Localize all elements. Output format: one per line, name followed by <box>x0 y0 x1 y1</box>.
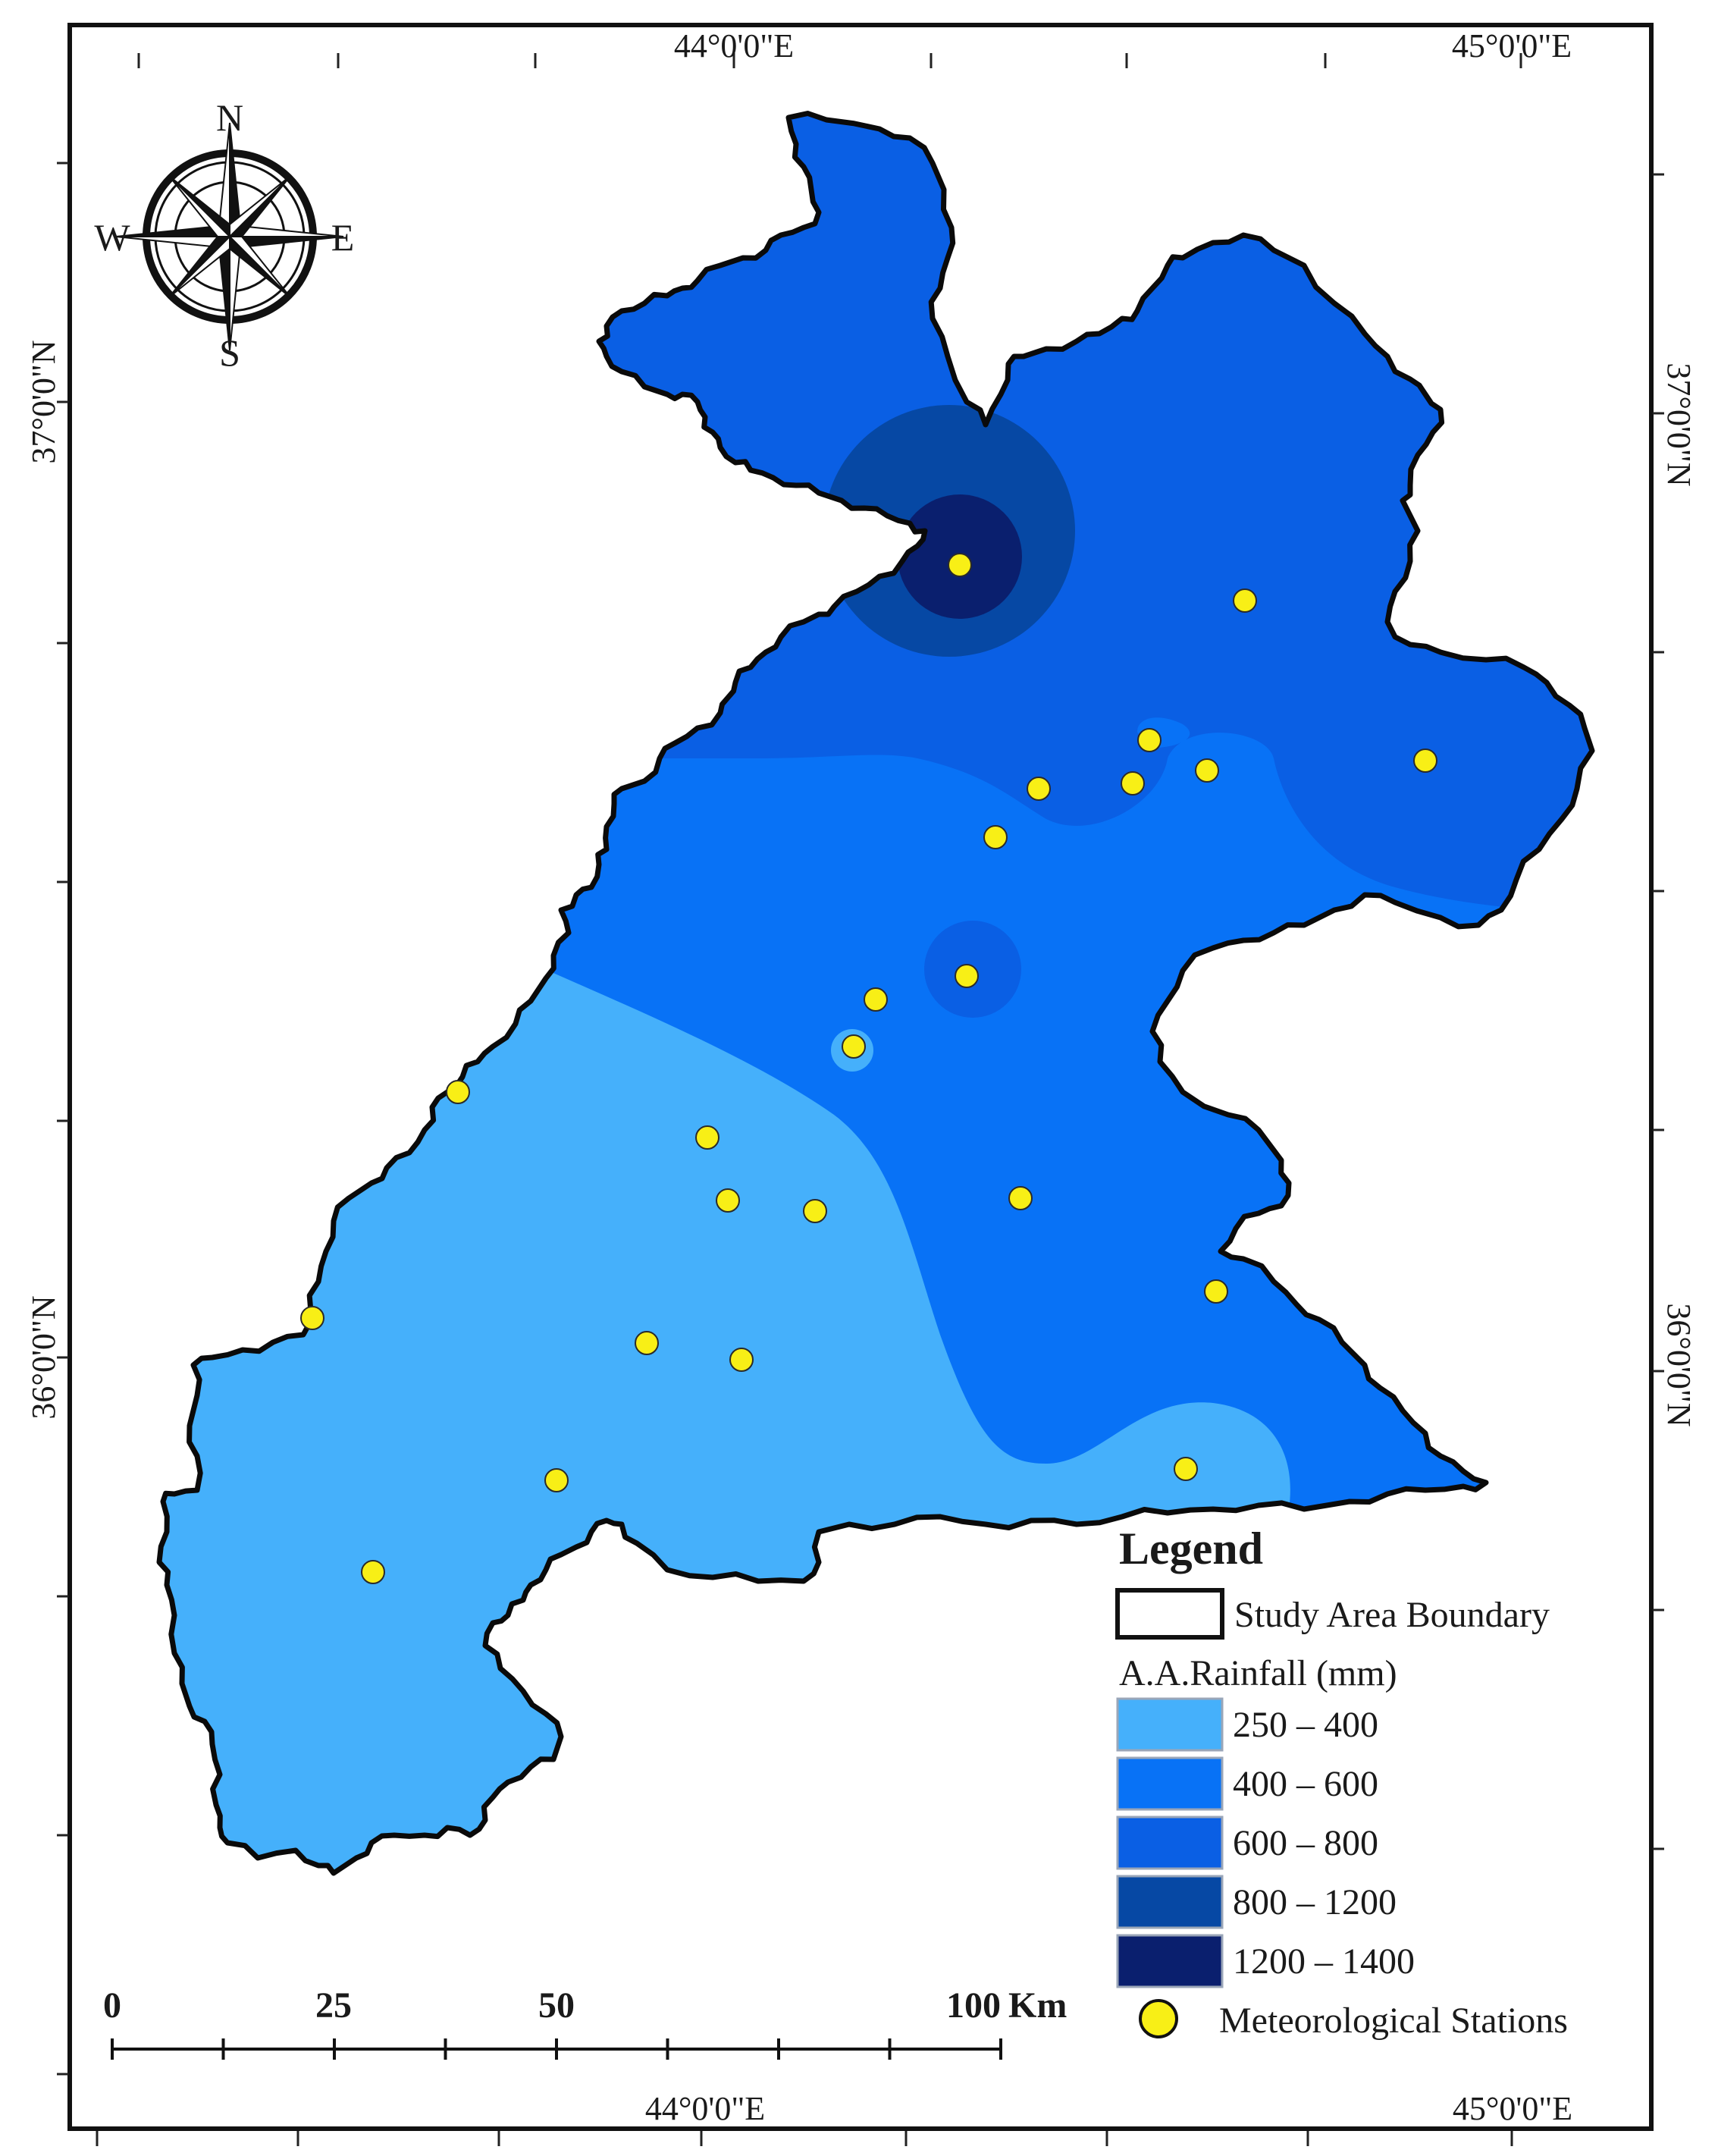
lon-label-top-right: 45°0'0"E <box>1452 27 1572 64</box>
compass-west-label: W <box>94 216 130 259</box>
legend-stations-label: Meteorological Stations <box>1219 2001 1568 2041</box>
station-point <box>729 1348 754 1372</box>
compass-south-label: S <box>219 331 240 374</box>
legend-class-swatch <box>1116 1934 1224 1988</box>
lon-label-bottom-left: 44°0'0"E <box>645 2090 765 2127</box>
lat-label-left-bottom: 36°0'0"N <box>25 1295 62 1419</box>
legend-class-label: 250 – 400 <box>1233 1705 1378 1745</box>
legend-boundary-label: Study Area Boundary <box>1234 1595 1550 1635</box>
station-point <box>1027 777 1051 801</box>
legend-class-swatch <box>1116 1756 1224 1811</box>
station-point <box>446 1080 470 1104</box>
station-point <box>983 825 1008 849</box>
station-point <box>1174 1457 1198 1481</box>
scale-unit: Km <box>1008 1985 1067 2026</box>
lat-label-right-top: 37°0'0"N <box>1660 362 1698 486</box>
station-point <box>695 1125 719 1150</box>
scale-label-100: 100 <box>946 1985 1001 2026</box>
station-point <box>1121 771 1145 796</box>
station-point <box>300 1306 324 1330</box>
station-point <box>361 1560 385 1584</box>
station-point <box>864 987 888 1012</box>
compass-rose-icon <box>115 122 344 351</box>
station-point <box>803 1199 827 1223</box>
graticule-ticks <box>57 53 1664 2146</box>
legend-class-label: 800 – 1200 <box>1233 1882 1397 1922</box>
compass-east-label: E <box>331 216 355 259</box>
station-point <box>842 1034 866 1059</box>
station-point <box>955 964 979 988</box>
legend-rainfall-title: A.A.Rainfall (mm) <box>1119 1653 1397 1693</box>
lon-label-top-left: 44°0'0"E <box>674 27 794 64</box>
legend-boundary-swatch <box>1115 1588 1224 1640</box>
legend: Legend Study Area Boundary A.A.Rainfall … <box>1115 1524 1568 2041</box>
legend-class-label: 400 – 600 <box>1233 1764 1378 1804</box>
legend-station-swatch <box>1139 1999 1178 2038</box>
meteorological-stations <box>300 553 1437 1584</box>
scale-label-0: 0 <box>103 1985 121 2026</box>
lat-label-right-bottom: 36°0'0"N <box>1660 1303 1698 1426</box>
legend-class-swatch <box>1116 1875 1224 1929</box>
study-area-boundary <box>156 111 1595 1876</box>
lon-label-bottom-right: 45°0'0"E <box>1453 2090 1572 2127</box>
scale-label-50: 50 <box>538 1985 575 2026</box>
legend-class-label: 1200 – 1400 <box>1233 1941 1415 1982</box>
legend-title: Legend <box>1119 1524 1263 1574</box>
station-point <box>948 553 972 577</box>
station-point <box>1008 1186 1033 1210</box>
station-point <box>716 1188 740 1213</box>
station-point <box>1137 728 1162 752</box>
legend-class-swatch <box>1116 1815 1224 1870</box>
station-point <box>635 1331 659 1355</box>
legend-classes: 250 – 400 400 – 600 600 – 800 800 – 1200 120… <box>1116 1697 1415 1988</box>
lat-label-left-top: 37°0'0"N <box>25 340 62 463</box>
station-point <box>1233 588 1257 613</box>
compass-north-label: N <box>216 96 243 139</box>
scale-label-25: 25 <box>315 1985 352 2026</box>
station-point <box>1204 1279 1228 1304</box>
station-point <box>1195 758 1219 783</box>
scale-bar: 0 25 50 100 Km <box>103 1985 1067 2060</box>
station-point <box>1413 748 1437 773</box>
legend-class-label: 600 – 800 <box>1233 1823 1378 1863</box>
station-point <box>544 1468 569 1492</box>
legend-class-swatch <box>1116 1697 1224 1752</box>
